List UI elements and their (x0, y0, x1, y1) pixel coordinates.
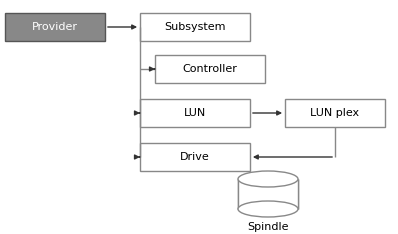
FancyBboxPatch shape (140, 13, 250, 41)
Polygon shape (238, 179, 298, 209)
FancyBboxPatch shape (5, 13, 105, 41)
Text: Spindle: Spindle (247, 222, 289, 232)
Text: LUN plex: LUN plex (310, 108, 359, 118)
Ellipse shape (238, 201, 298, 217)
FancyBboxPatch shape (285, 99, 385, 127)
Text: LUN: LUN (184, 108, 206, 118)
Text: Controller: Controller (183, 64, 238, 74)
FancyBboxPatch shape (140, 99, 250, 127)
FancyBboxPatch shape (155, 55, 265, 83)
Text: Provider: Provider (32, 22, 78, 32)
Text: Drive: Drive (180, 152, 210, 162)
FancyBboxPatch shape (140, 143, 250, 171)
Ellipse shape (238, 171, 298, 187)
Text: Subsystem: Subsystem (164, 22, 226, 32)
